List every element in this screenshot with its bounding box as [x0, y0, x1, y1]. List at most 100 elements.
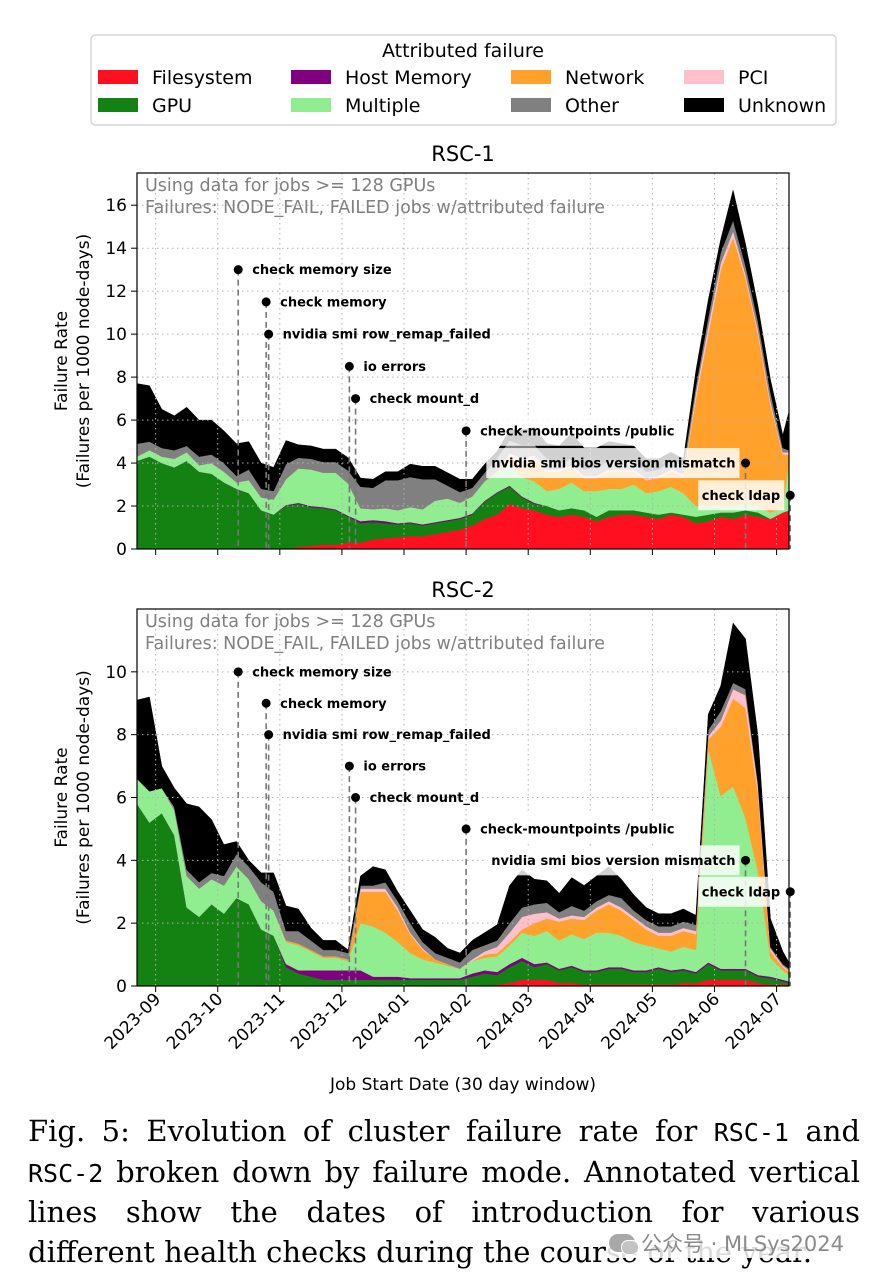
legend-swatch-gpu [98, 98, 138, 112]
annotation-marker-7 [785, 490, 795, 500]
plot-frame [136, 172, 790, 550]
annotation-label-2: nvidia smi row_remap_failed [283, 728, 491, 743]
annotation-label-4: check mount_d [370, 392, 480, 407]
legend-swatch-other [511, 98, 551, 112]
annotation-label-3: io errors [363, 360, 426, 375]
annotation-label-5: check-mountpoints /public [480, 822, 674, 837]
x-tick-label-6: 2024-03 [473, 989, 537, 1053]
annotation-box-7 [698, 876, 785, 907]
y-tick-label-0: 0 [116, 977, 127, 997]
annotation-marker-7 [785, 887, 795, 897]
y-tick-label-1: 2 [116, 497, 127, 517]
y-tick-label-8: 16 [105, 196, 127, 216]
wechat-icon [609, 1234, 639, 1255]
chart-title: RSC-2 [431, 578, 495, 602]
x-tick-label-5: 2024-02 [411, 989, 475, 1053]
figure: Attributed failure Filesystem Host Memory… [52, 34, 837, 1095]
annotation-label-0: check memory size [252, 665, 392, 680]
y-axis: 0 2 4 6 8 10 [105, 663, 137, 997]
annotation-marker-5 [461, 426, 471, 436]
annotation-label-4: check mount_d [370, 791, 480, 806]
x-tick-label-10: 2024-07 [722, 989, 786, 1053]
annotation-label-2: nvidia smi row_remap_failed [283, 328, 491, 343]
annotation-marker-0 [233, 667, 243, 677]
legend-label-filesystem: Filesystem [152, 67, 252, 89]
annotations: check memory size check memory nvidia smi … [233, 665, 795, 986]
annotation-marker-3 [344, 361, 354, 371]
legend-swatch-network [511, 70, 551, 84]
caption-and: and [805, 1114, 861, 1148]
annotation-marker-2 [264, 730, 274, 740]
watermark: 公众号 · MLSys2024 [607, 1228, 846, 1258]
annotation-marker-1 [261, 698, 271, 708]
annotation-marker-1 [261, 297, 271, 307]
annotation-marker-2 [264, 329, 274, 339]
y-tick-label-5: 10 [105, 663, 127, 683]
annotation-marker-4 [351, 793, 361, 802]
stacked-areas [137, 622, 789, 986]
chart-title: RSC-1 [431, 142, 495, 166]
annotation-label-3: io errors [363, 760, 426, 775]
x-axis-label: Job Start Date (30 day window) [329, 1075, 596, 1095]
annotation-box-5 [474, 813, 675, 844]
annotation-marker-6 [741, 458, 751, 468]
x-tick-label-2: 2023-11 [225, 989, 289, 1053]
legend-swatch-unknown [684, 98, 724, 112]
legend-frame [90, 34, 837, 126]
x-tick-label-1: 2023-10 [163, 989, 227, 1053]
x-tick-label-3: 2023-12 [287, 989, 351, 1053]
legend: Attributed failure Filesystem Host Memory… [90, 34, 837, 126]
annotation-marker-0 [233, 265, 243, 275]
x-tick-label-7: 2024-04 [535, 989, 599, 1053]
annotation-label-1: check memory [280, 295, 387, 310]
y-tick-label-7: 14 [105, 239, 127, 259]
legend-label-other: Other [565, 95, 619, 117]
figure-caption: Fig. 5: Evolution of cluster failure rat… [28, 1112, 860, 1272]
legend-label-gpu: GPU [152, 95, 192, 117]
y-axis-label-line1: Failure Rate [52, 747, 72, 847]
chart-note-jobs: Using data for jobs >= 128 GPUs [145, 612, 435, 632]
x-axis: 2023-092023-102023-112023-122024-012024-… [101, 986, 786, 1054]
x-tick-label-4: 2024-01 [349, 989, 413, 1053]
annotation-label-6: nvidia smi bios version mismatch [491, 457, 735, 472]
annotation-label-6: nvidia smi bios version mismatch [491, 854, 735, 869]
x-tick-label-0: 2023-09 [101, 989, 165, 1053]
legend-label-host_memory: Host Memory [345, 67, 472, 89]
annotation-marker-4 [351, 394, 361, 404]
caption-cluster-1: RSC-1 [713, 1118, 789, 1147]
annotations: check memory size check memory nvidia smi … [233, 263, 795, 549]
y-axis-label-line2: (Failures per 1000 node-days) [74, 234, 94, 488]
legend-swatch-filesystem [98, 70, 138, 84]
legend-label-unknown: Unknown [738, 95, 826, 117]
annotation-box-6 [486, 845, 740, 876]
y-axis-label-line1: Failure Rate [52, 311, 72, 411]
y-tick-label-0: 0 [116, 540, 127, 560]
legend-swatch-host_memory [291, 70, 331, 84]
x-tick-label-8: 2024-05 [598, 989, 662, 1053]
area-unknown [137, 622, 789, 970]
caption-cluster-2: RSC-2 [28, 1158, 104, 1188]
y-tick-label-3: 6 [116, 411, 127, 431]
y-tick-label-3: 6 [116, 789, 127, 809]
annotation-box-6 [486, 448, 740, 479]
y-axis-label-line2: (Failures per 1000 node-days) [74, 670, 94, 924]
y-axis: 0 2 4 6 8 10 12 14 16 [105, 196, 137, 560]
annotation-box-5 [474, 415, 675, 446]
caption-prefix: Fig. 5: Evolution of cluster failure rat… [28, 1114, 698, 1148]
y-tick-label-1: 2 [116, 914, 127, 934]
legend-label-network: Network [565, 67, 644, 89]
annotation-label-7: check ldap [702, 885, 781, 900]
legend-label-multiple: Multiple [345, 95, 420, 117]
caption-rest: broken down by failure mode. Annotated v… [28, 1154, 860, 1269]
annotation-label-1: check memory [280, 697, 387, 712]
chart-note-jobs: Using data for jobs >= 128 GPUs [145, 176, 435, 196]
chart-note-failures: Failures: NODE_FAIL, FAILED jobs w/attri… [145, 198, 605, 218]
x-axis [155, 549, 778, 555]
legend-swatch-multiple [291, 98, 331, 112]
chart-rsc-1: check memory size check memory nvidia smi … [52, 142, 795, 560]
y-tick-label-4: 8 [116, 726, 127, 746]
annotation-marker-3 [344, 761, 354, 771]
annotation-box-7 [698, 480, 785, 511]
annotation-label-7: check ldap [702, 489, 781, 504]
legend-title: Attributed failure [382, 40, 544, 62]
